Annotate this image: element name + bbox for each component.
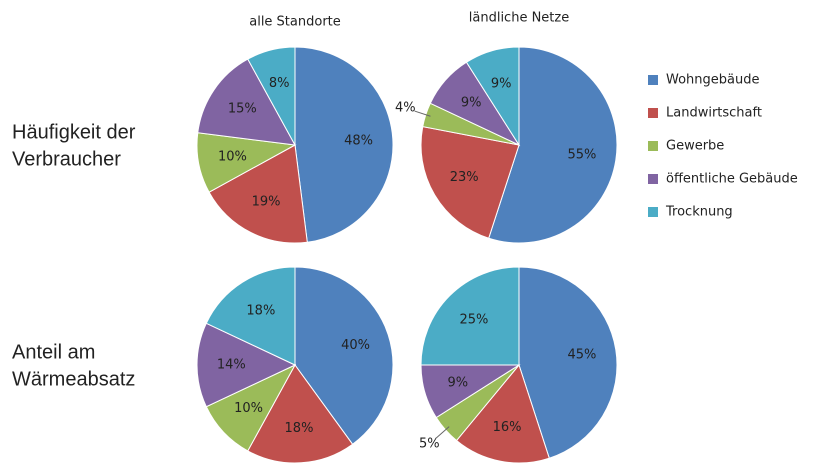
pie-slice (465, 46, 520, 147)
pie-slice (208, 144, 308, 244)
data-label: 4% (395, 101, 416, 116)
data-label: 18% (285, 421, 314, 436)
row-label: Verbraucher (12, 148, 121, 170)
pie-slice (294, 266, 394, 445)
legend-swatch (648, 174, 658, 184)
data-label: 16% (493, 420, 522, 435)
row-label: Anteil am (12, 341, 95, 363)
pie-slice (247, 364, 354, 464)
column-title: alle Standorte (249, 15, 341, 30)
legend-label: Trocknung (665, 205, 733, 220)
data-label: 10% (218, 149, 247, 164)
legend-swatch (648, 108, 658, 118)
pie-slice (196, 322, 297, 408)
row-label: Wärmeabsatz (12, 368, 135, 390)
data-label: 8% (269, 76, 290, 91)
pie-slice (420, 126, 520, 239)
legend-label: Gewerbe (666, 139, 724, 154)
legend-label: Landwirtschaft (666, 106, 762, 121)
data-label: 9% (448, 375, 469, 390)
data-label: 48% (344, 134, 373, 149)
pie-slice (205, 266, 296, 366)
pie-slice (518, 266, 618, 459)
pie-slice (197, 58, 296, 146)
legend-label: Wohngebäude (666, 73, 759, 88)
data-label: 25% (460, 312, 489, 327)
leader-line (414, 110, 431, 117)
pie-slice (488, 46, 618, 244)
leader-line (436, 426, 450, 438)
data-label: 9% (491, 76, 512, 91)
data-label: 40% (341, 338, 370, 353)
legend-swatch (648, 207, 658, 217)
pie-slice (247, 46, 296, 146)
data-label: 55% (567, 147, 596, 162)
data-label: 5% (419, 437, 440, 452)
legend-swatch (648, 141, 658, 151)
column-title: ländliche Netze (469, 11, 569, 26)
data-label: 10% (234, 401, 263, 416)
data-label: 19% (252, 194, 281, 209)
row-label: Häufigkeit der (12, 121, 136, 143)
pie-slice (420, 266, 520, 366)
legend-label: öffentliche Gebäude (666, 172, 798, 187)
pie-slice (455, 363, 550, 464)
data-label: 14% (217, 358, 246, 373)
data-label: 45% (567, 348, 596, 363)
data-label: 23% (450, 170, 479, 185)
data-label: 18% (246, 304, 275, 319)
data-label: 15% (228, 102, 257, 117)
pie-slice (294, 46, 394, 243)
legend-swatch (648, 75, 658, 85)
data-label: 9% (461, 95, 482, 110)
